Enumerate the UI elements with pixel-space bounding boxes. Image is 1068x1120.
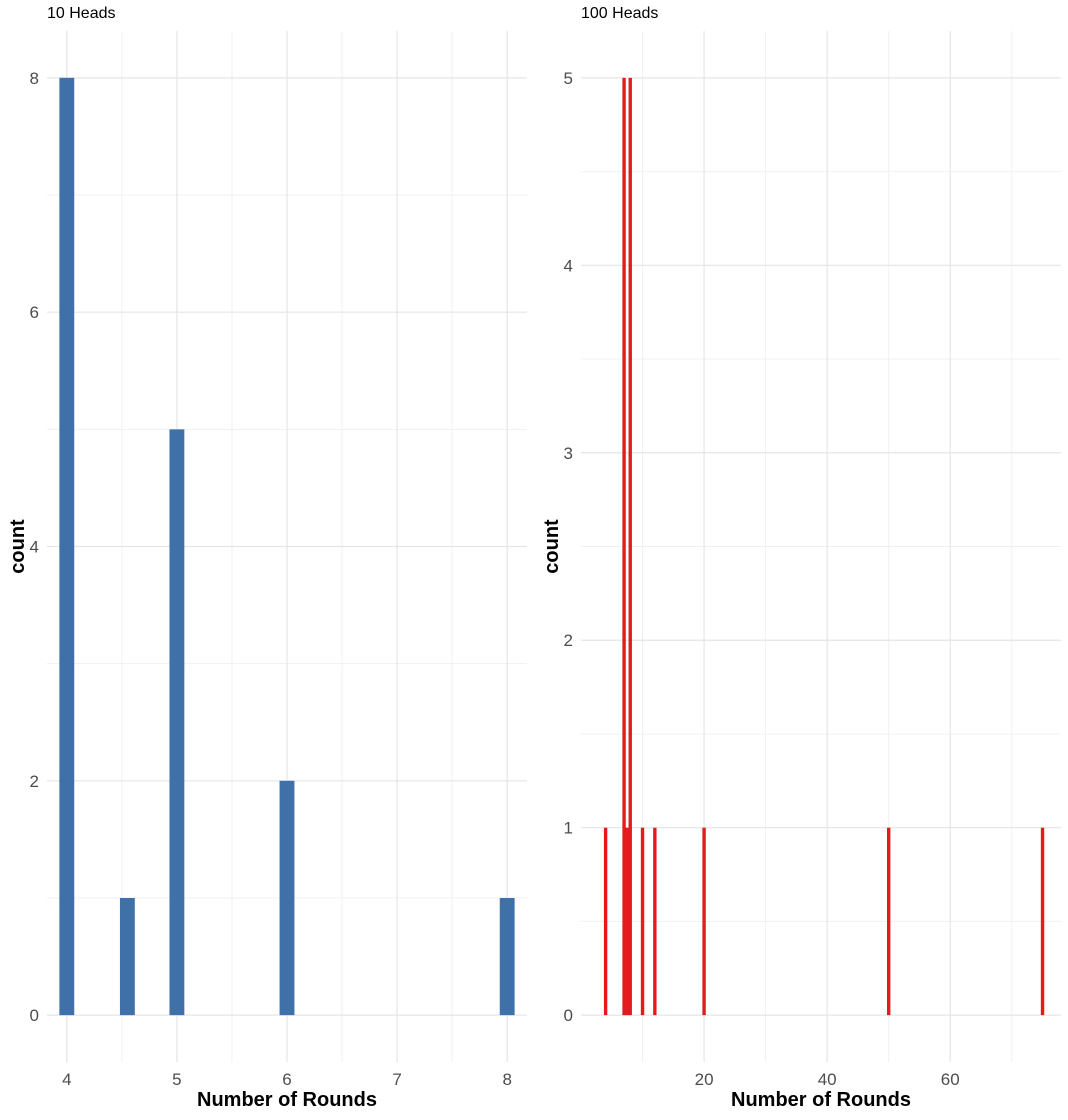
bar xyxy=(625,828,628,1015)
bar xyxy=(887,828,890,1015)
x-axis-title: Number of Rounds xyxy=(731,1089,911,1111)
y-tick-label: 5 xyxy=(564,69,573,88)
y-tick-label: 3 xyxy=(564,444,573,463)
x-tick-label: 5 xyxy=(172,1070,181,1089)
bar xyxy=(280,781,295,1015)
bar xyxy=(1041,828,1044,1015)
chart-10-heads-plot: 0 2 4 6 8 4 5 6 7 8 Number of Rounds count xyxy=(0,0,534,1115)
x-tick-label: 6 xyxy=(282,1070,291,1089)
x-tick-label: 4 xyxy=(62,1070,71,1089)
y-tick-label: 8 xyxy=(30,69,39,88)
y-axis-title: count xyxy=(541,519,563,574)
bar xyxy=(169,429,184,1015)
bar xyxy=(500,898,515,1015)
y-tick-label: 0 xyxy=(564,1006,573,1025)
x-tick-label: 60 xyxy=(941,1070,960,1089)
chart-100-heads-plot: 0 1 2 3 4 5 20 40 60 Number of Rounds count xyxy=(534,0,1068,1115)
bar xyxy=(120,898,135,1015)
grid xyxy=(581,31,1061,1062)
y-tick-label: 4 xyxy=(564,256,573,275)
x-axis-title: Number of Rounds xyxy=(197,1089,377,1111)
chart-100-heads: 100 Heads 0 1 2 3 4 5 20 40 60 Number of Rounds co… xyxy=(534,0,1068,1115)
bar xyxy=(702,828,705,1015)
bar xyxy=(59,78,74,1015)
y-tick-label: 1 xyxy=(564,819,573,838)
chart-10-heads: 10 Heads 0 2 4 6 8 4 5 6 7 8 Number of Rounds count xyxy=(0,0,534,1115)
y-tick-label: 6 xyxy=(30,303,39,322)
x-tick-label: 40 xyxy=(818,1070,837,1089)
chart-title: 10 Heads xyxy=(47,5,116,23)
y-tick-label: 4 xyxy=(30,538,39,557)
x-tick-label: 20 xyxy=(695,1070,714,1089)
y-axis-title: count xyxy=(7,519,29,574)
y-tick-label: 0 xyxy=(30,1006,39,1025)
bar xyxy=(641,828,644,1015)
bar xyxy=(622,78,625,1015)
x-tick-label: 7 xyxy=(392,1070,401,1089)
y-tick-label: 2 xyxy=(30,772,39,791)
x-tick-label: 8 xyxy=(502,1070,511,1089)
chart-title: 100 Heads xyxy=(581,5,658,23)
bar xyxy=(604,828,607,1015)
bar xyxy=(629,78,632,1015)
bar xyxy=(653,828,656,1015)
y-tick-label: 2 xyxy=(564,631,573,650)
